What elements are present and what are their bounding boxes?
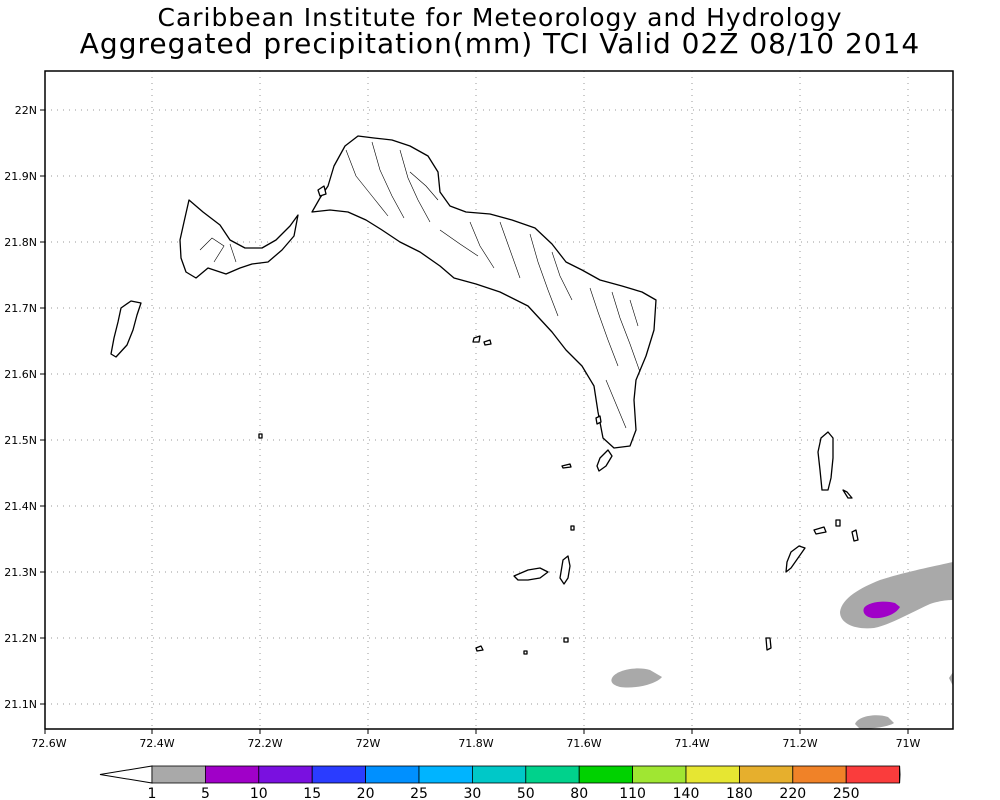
island-south-caicos	[513, 567, 549, 581]
island-grand-turk	[817, 431, 834, 491]
cay-12	[475, 645, 484, 652]
colorbar-swatch	[632, 765, 687, 784]
cay-6	[765, 637, 772, 651]
y-tick-label: 21.1N	[4, 698, 37, 711]
colorbar-label: 20	[357, 786, 375, 800]
cay-14	[563, 637, 569, 643]
colorbar-label: 30	[463, 786, 481, 800]
x-axis-labels: 72.6W 72.4W 72.2W 72W 71.8W 71.6W 71.4W …	[31, 737, 920, 750]
cay-1	[472, 335, 481, 343]
tick-marks	[40, 109, 909, 734]
cay-2	[483, 339, 492, 346]
colorbar-label: 220	[779, 786, 806, 800]
y-tick-label: 21.7N	[4, 302, 37, 315]
colorbar-below-arrow	[99, 765, 153, 784]
x-tick-label: 72.4W	[139, 737, 174, 750]
y-tick-label: 21.6N	[4, 368, 37, 381]
colorbar-label: 250	[833, 786, 860, 800]
colorbar-swatch	[845, 765, 901, 784]
district-boundaries	[199, 141, 641, 429]
cay-9	[851, 529, 859, 542]
x-tick-label: 71.8W	[458, 737, 493, 750]
colorbar-swatch	[258, 765, 313, 784]
colorbar-swatch	[204, 765, 260, 784]
y-tick-label: 21.5N	[4, 434, 37, 447]
cay-11	[258, 433, 263, 439]
colorbar-label: 1	[148, 786, 157, 800]
colorbar: 1 5 10 15 20 25 30 50 80 110 140 180 220 250	[99, 765, 901, 800]
y-axis-labels: 22N 21.9N 21.8N 21.7N 21.6N 21.5N 21.4N …	[4, 104, 37, 711]
y-tick-label: 21.8N	[4, 236, 37, 249]
colorbar-swatch	[311, 765, 367, 784]
colorbar-label: 15	[303, 786, 321, 800]
cay-10	[842, 489, 853, 499]
x-tick-label: 71.4W	[674, 737, 709, 750]
colorbar-swatch	[578, 765, 634, 784]
island-salt-cay	[785, 545, 806, 573]
island-providenciales	[179, 199, 299, 279]
colorbar-swatch	[418, 765, 473, 784]
colorbar-swatch	[739, 765, 794, 784]
x-tick-label: 71.6W	[566, 737, 601, 750]
x-tick-label: 71.2W	[782, 737, 817, 750]
island-east-caicos-tip	[596, 449, 613, 472]
island-long-cay	[559, 555, 571, 585]
cay-7	[813, 526, 827, 535]
colorbar-label: 110	[619, 786, 646, 800]
y-tick-label: 21.3N	[4, 566, 37, 579]
coastlines	[110, 135, 859, 655]
x-tick-label: 71W	[896, 737, 921, 750]
colorbar-label: 5	[201, 786, 210, 800]
precipitation-areas	[611, 562, 953, 729]
cay-3	[561, 463, 572, 469]
cay-4	[595, 415, 602, 425]
cay-15	[317, 185, 327, 197]
cay-5	[570, 525, 575, 531]
colorbar-swatch	[792, 765, 847, 784]
colorbar-label: 25	[410, 786, 428, 800]
colorbar-swatch	[525, 765, 580, 784]
precip-area-bottom	[855, 715, 894, 729]
x-tick-label: 72.6W	[31, 737, 66, 750]
plot-frame	[44, 70, 954, 730]
title-line-2: Aggregated precipitation(mm) TCI Valid 0…	[79, 27, 921, 60]
precip-area-edge	[949, 672, 953, 686]
cay-13	[523, 650, 528, 655]
colorbar-label: 80	[570, 786, 588, 800]
precip-area-south	[611, 668, 662, 688]
island-west-caicos	[110, 300, 142, 358]
colorbar-swatch	[685, 765, 740, 784]
colorbar-label: 10	[250, 786, 268, 800]
cay-8	[835, 519, 841, 527]
colorbar-label: 50	[517, 786, 535, 800]
x-tick-label: 72W	[356, 737, 381, 750]
plot-area	[45, 71, 953, 729]
title-line-1: Caribbean Institute for Meteorology and …	[157, 3, 843, 32]
y-tick-label: 21.2N	[4, 632, 37, 645]
colorbar-label: 180	[726, 786, 753, 800]
x-tick-label: 72.2W	[247, 737, 282, 750]
island-north-middle-caicos	[311, 135, 657, 449]
colorbar-label: 140	[673, 786, 700, 800]
precip-core	[863, 601, 900, 619]
gridlines	[45, 71, 953, 729]
colorbar-swatch	[471, 765, 527, 784]
y-tick-label: 21.4N	[4, 500, 37, 513]
colorbar-swatch	[151, 765, 206, 784]
y-tick-label: 21.9N	[4, 170, 37, 183]
y-tick-label: 22N	[15, 104, 37, 117]
colorbar-swatch	[365, 765, 420, 784]
